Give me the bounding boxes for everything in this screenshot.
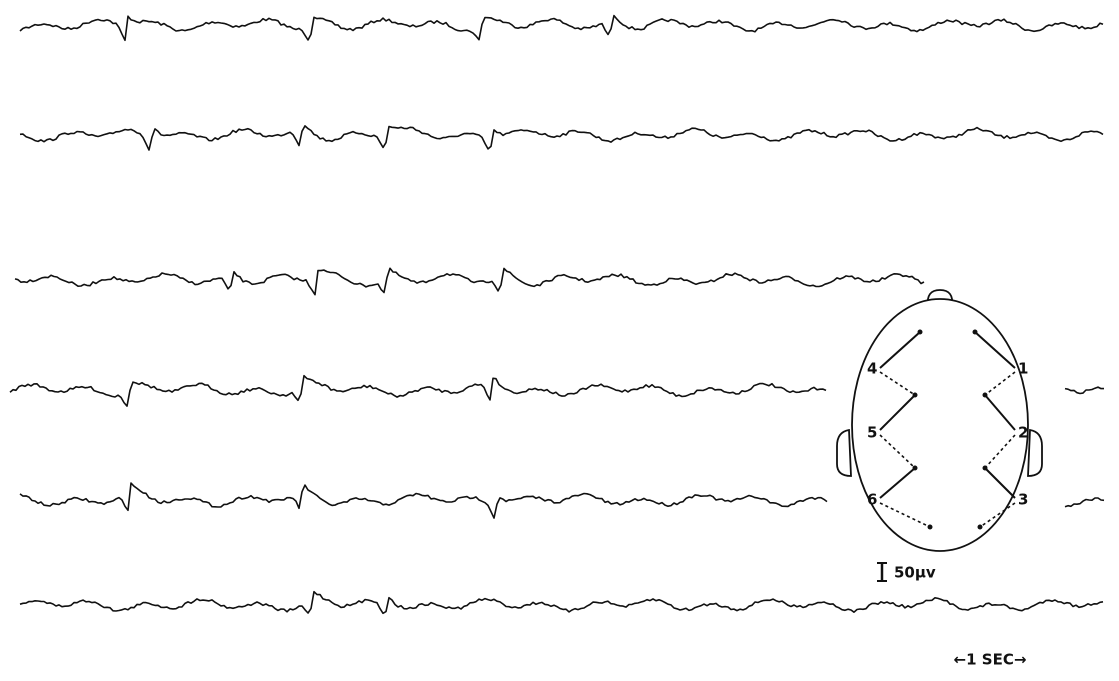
eeg-trace [20, 126, 1103, 150]
left-ear [837, 430, 851, 476]
eeg-trace [10, 376, 826, 406]
channel-label: 5 [867, 424, 877, 442]
channel-label: 2 [1018, 424, 1028, 442]
head-outline [852, 299, 1028, 551]
eeg-trace [1065, 387, 1104, 393]
eeg-trace [20, 16, 1103, 41]
channel-label: 3 [1018, 491, 1028, 509]
channel-label: 4 [867, 360, 877, 378]
right-ear [1028, 430, 1042, 476]
time-label: ←1 SEC→ [954, 651, 1027, 669]
page: 1 2 3 4 5 6 50μv ←1 SEC→ (() => { const … [0, 0, 1119, 677]
amplitude-label: 50μv [894, 564, 936, 582]
eeg-trace [15, 268, 924, 294]
amplitude-calibration: 50μv [877, 563, 936, 582]
eeg-trace [20, 483, 827, 518]
eeg-figure: 1 2 3 4 5 6 50μv ←1 SEC→ [0, 0, 1119, 677]
channel-label: 1 [1018, 360, 1028, 378]
eeg-trace [1065, 498, 1104, 507]
channel-label: 6 [867, 491, 877, 509]
eeg-trace [20, 592, 1103, 614]
head-diagram: 1 2 3 4 5 6 [837, 290, 1042, 551]
